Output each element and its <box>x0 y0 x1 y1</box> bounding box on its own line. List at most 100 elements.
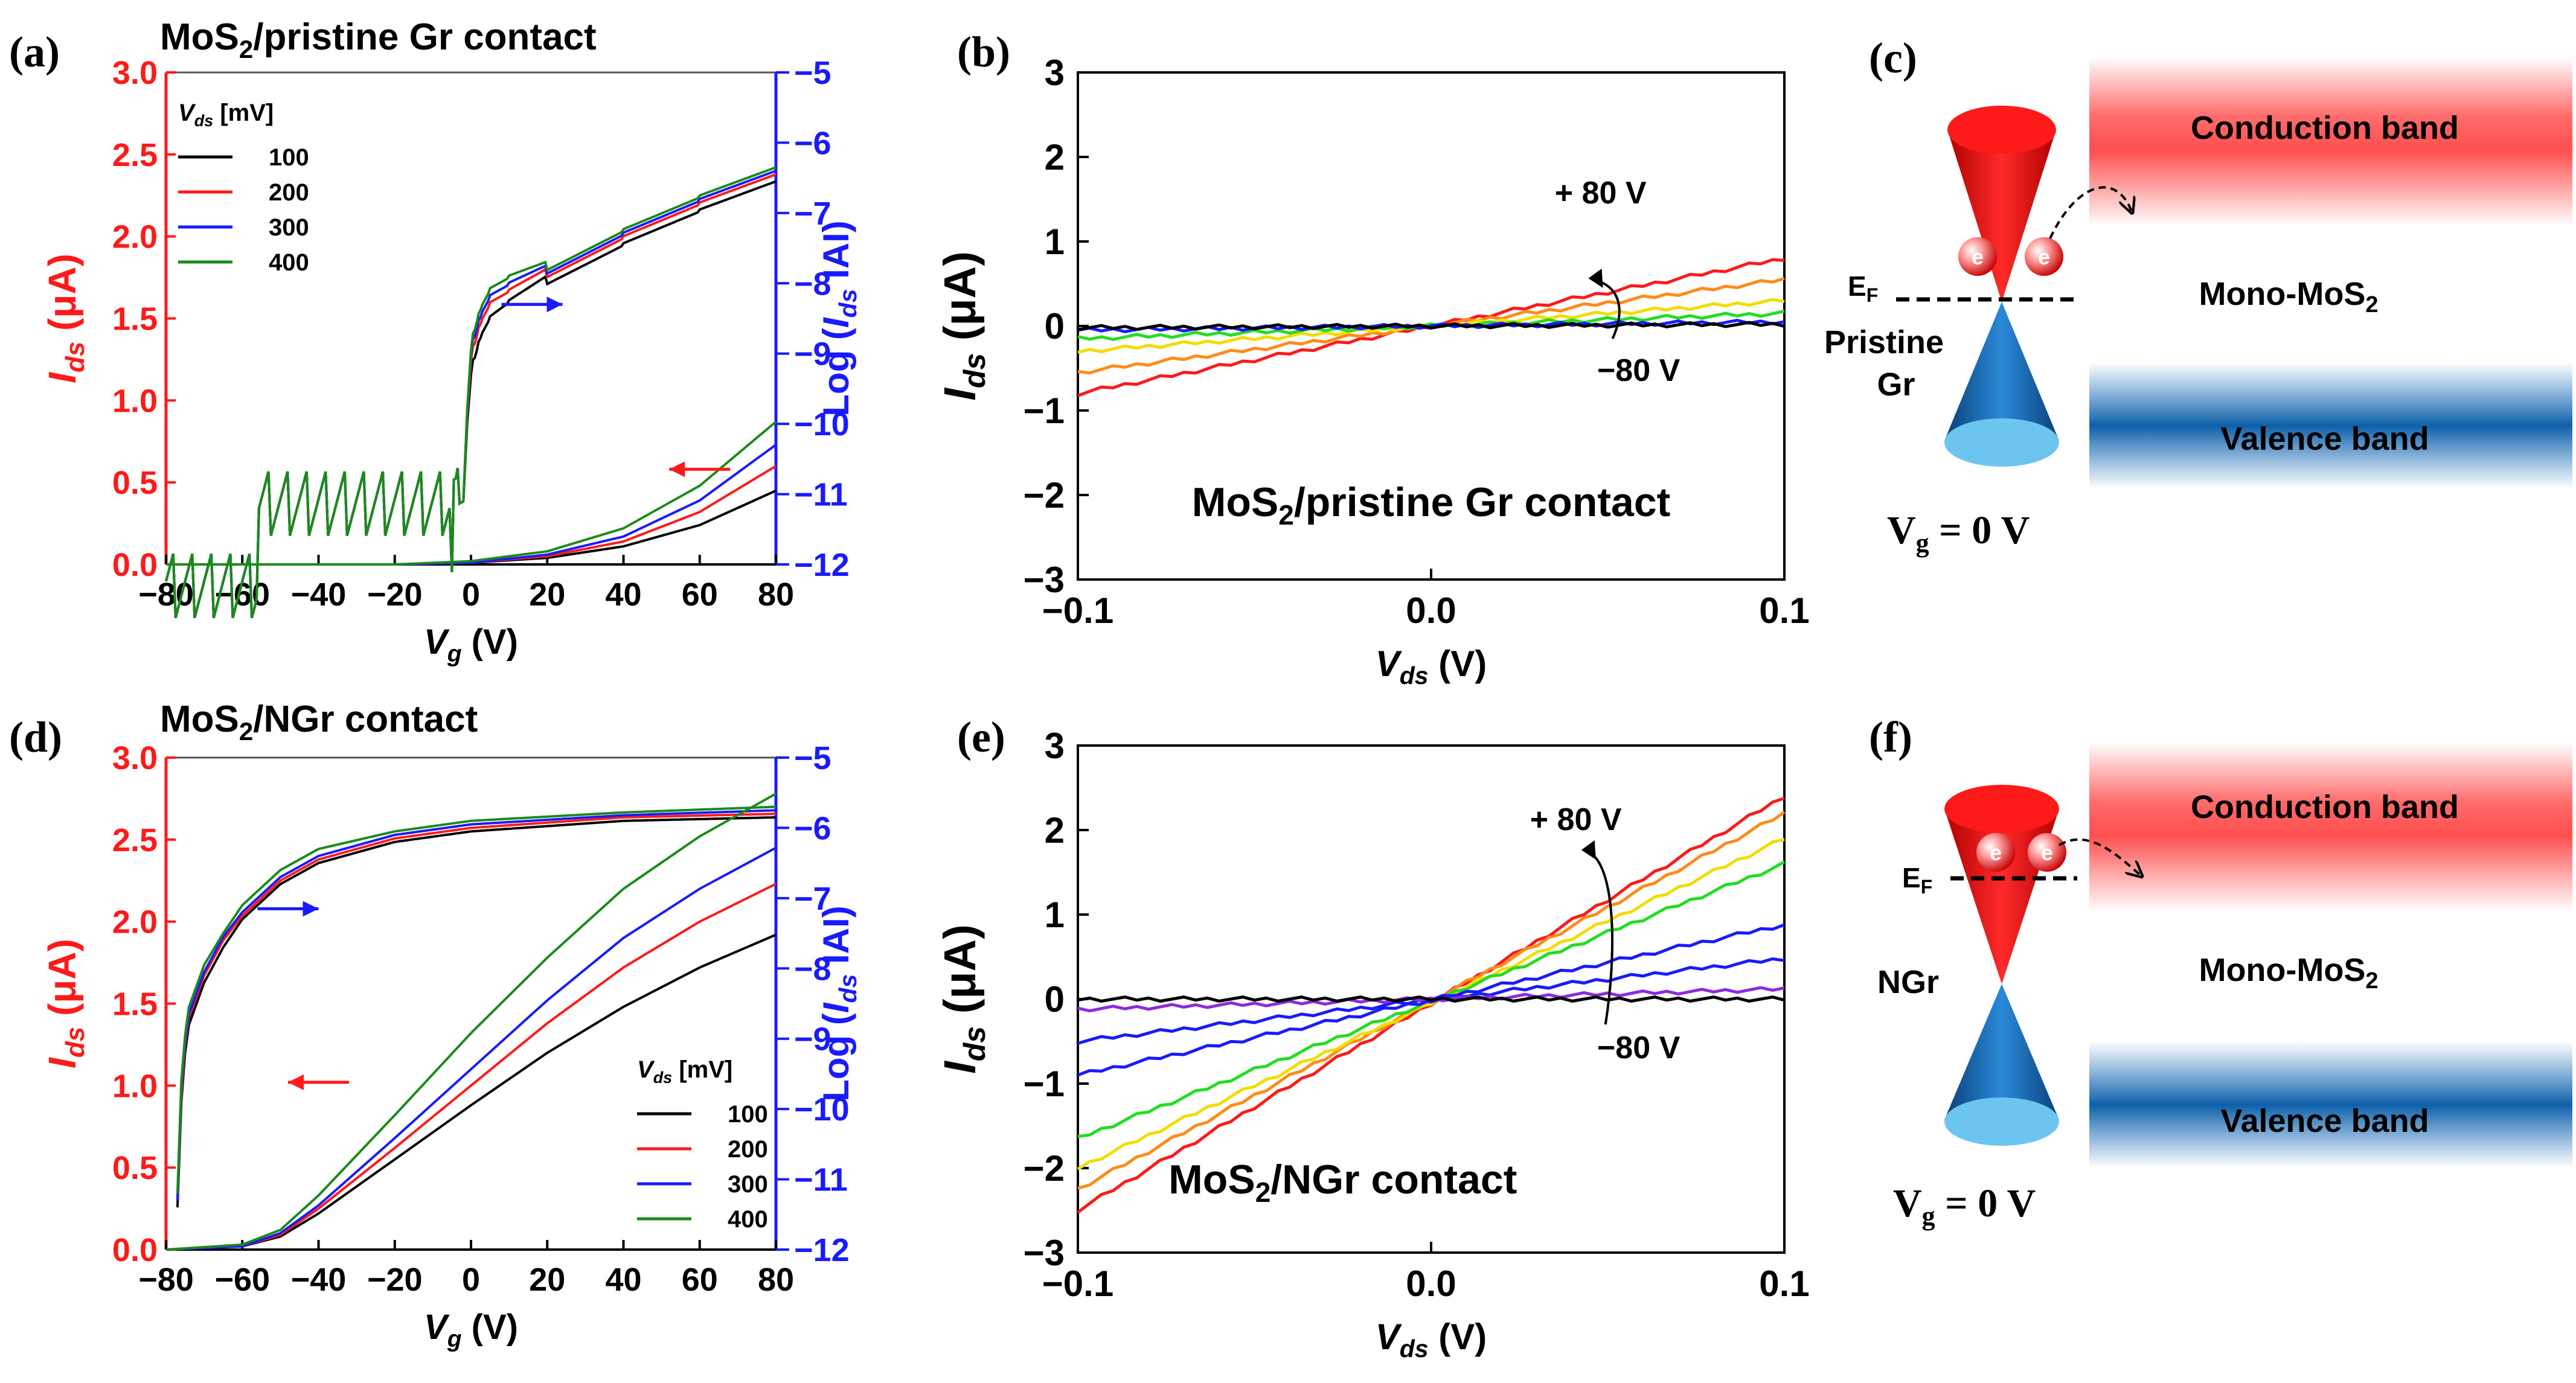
y-axis-label-b-rest: (μA) <box>935 251 985 353</box>
x-axis-label-a-sub: g <box>447 641 462 667</box>
y-tick-label-b: −3 <box>1024 560 1065 600</box>
y-left-tick-label-a: 0.5 <box>112 465 158 501</box>
valence-band-f <box>2089 1041 2572 1168</box>
x-axis-label-e: Vds (V) <box>1376 1317 1487 1362</box>
y-left-tick-label-a: 2.0 <box>112 219 158 255</box>
x-tick-label-e: 0.1 <box>1759 1263 1809 1304</box>
annotation-b-rest: /pristine Gr contact <box>1294 479 1670 525</box>
dirac-cone-upper-c <box>1947 116 2056 302</box>
y-tick-label-b: 1 <box>1045 222 1065 262</box>
y-tick-label-b: −2 <box>1024 475 1065 516</box>
y-left-tick-label-a: 1.0 <box>112 383 158 419</box>
x-tick-label-a: 60 <box>682 577 718 613</box>
dirac-cone-lower-f <box>1944 984 2059 1120</box>
x-axis-label-d-rest: (V) <box>462 1308 518 1347</box>
y-tick-label-b: −1 <box>1024 391 1065 431</box>
y-left-tick-label-a: 1.5 <box>112 301 158 337</box>
electron-f-2 <box>2028 833 2066 872</box>
electron-c-2-label: e <box>2038 244 2050 269</box>
series-e-−40 V <box>1077 957 1785 1045</box>
x-tick-label-b: −0.1 <box>1042 590 1113 631</box>
y-right-axis-label-d-pre: Log ( <box>816 1013 856 1102</box>
annotation-b-sub: 2 <box>1278 499 1294 531</box>
y-right-axis-label-a: Log (Ids IAI) <box>816 220 862 416</box>
gate-label-c-sub: g <box>1916 528 1929 558</box>
chart-title-d-main: MoS <box>160 698 239 740</box>
panel-label-a: (a) <box>9 28 60 76</box>
annotation-e-rest: /NGr contact <box>1270 1157 1517 1203</box>
y-tick-label-e: −2 <box>1024 1148 1065 1189</box>
y-axis-label-b-sub: ds <box>958 353 992 388</box>
y-left-axis-label-a-rest: (μA) <box>40 254 84 342</box>
y-left-tick-label-a: 3.0 <box>112 55 158 91</box>
band-diagram-f: Conduction band Valence band Mono-MoS2 e… <box>1877 743 2572 1231</box>
x-tick-label-d: −20 <box>367 1262 423 1298</box>
y-tick-label-e: −3 <box>1024 1233 1065 1273</box>
y-right-tick-label-d: −5 <box>794 740 831 776</box>
gate-label-f-main: V <box>1893 1181 1922 1225</box>
y-tick-label-b: 3 <box>1045 53 1065 93</box>
annotation-e-main: MoS <box>1168 1157 1255 1203</box>
x-tick-label-d: −40 <box>291 1262 347 1298</box>
gate-label-f-rest: = 0 V <box>1935 1181 2036 1225</box>
legend-title-d-rest: [mV] <box>672 1056 732 1083</box>
band-diagram-c: Conduction band Valence band Mono-MoS2 e… <box>1824 57 2572 558</box>
legend-title-d-main: V <box>637 1056 655 1083</box>
y-right-tick-label-a: −10 <box>794 406 850 442</box>
y-axis-label-e-main: I <box>935 1061 985 1074</box>
graphene-label-c-2: Gr <box>1877 366 1915 403</box>
gate-label-f-sub: g <box>1922 1201 1935 1231</box>
fermi-label-f-main: E <box>1902 862 1921 893</box>
dirac-cone-upper-cap-f <box>1944 785 2059 833</box>
legend-label-d-200: 200 <box>728 1136 768 1163</box>
y-left-axis-label-d-main: I <box>40 1057 84 1068</box>
panel-b: (b) −0.1 0.0 0.1 −3 −2 −1 0 1 2 3 Vds (V) Ids (μA) +… <box>935 28 1810 689</box>
valence-band-c <box>2089 362 2572 489</box>
legend-label-d-100: 100 <box>728 1101 768 1128</box>
y-left-tick-label-a: 0.0 <box>112 547 158 583</box>
panel-f: (f) Conduction band Valence band Mono-Mo… <box>1869 713 2572 1231</box>
x-tick-label-d: 20 <box>529 1262 565 1298</box>
annotation-e: MoS2/NGr contact <box>1168 1157 1517 1208</box>
material-label-c: Mono-MoS2 <box>2199 276 2378 318</box>
conduction-band-c <box>2089 57 2572 226</box>
series-linear-a-400 <box>166 421 777 566</box>
chart-title-a-main: MoS <box>160 16 239 58</box>
x-axis-label-b-sub: ds <box>1400 662 1429 689</box>
y-right-tick-label-a: −9 <box>794 336 831 372</box>
chart-title-a-sub: 2 <box>239 35 253 63</box>
y-tick-label-e: 2 <box>1045 810 1065 851</box>
plot-e: −0.1 0.0 0.1 −3 −2 −1 0 1 2 3 Vds (V) Ids (μA) + 80 … <box>935 726 1810 1362</box>
y-left-axis-label-a: Ids (μA) <box>40 254 90 383</box>
y-tick-label-b: 2 <box>1045 137 1065 177</box>
y-right-axis-label-a-pre: Log ( <box>816 328 856 417</box>
y-axis-label-b-main: I <box>935 388 985 401</box>
fermi-label-f: EF <box>1902 862 1932 898</box>
series-b-0 V <box>1077 310 1785 341</box>
legend-title-a-rest: [mV] <box>213 100 274 126</box>
plot-d: −80 −60 −40 −20 0 20 40 60 80 0.0 0.5 1.0 1.5 2.0 2.5 3… <box>40 740 862 1352</box>
dirac-cone-lower-cap-c <box>1944 418 2059 467</box>
y-right-axis-label-a-rest: IAI) <box>816 220 856 289</box>
legend-title-a: Vds [mV] <box>178 100 274 130</box>
series-linear-d-300 <box>165 846 777 1251</box>
x-tick-label-b: 0.0 <box>1406 590 1456 631</box>
series-linear-d-100 <box>165 933 777 1251</box>
graphene-label-c-1: Pristine <box>1824 324 1944 360</box>
legend-label-d-300: 300 <box>728 1171 768 1198</box>
y-right-tick-label-d: −8 <box>794 951 831 987</box>
y-left-tick-label-d: 2.5 <box>112 822 158 858</box>
y-right-tick-label-d: −6 <box>794 810 831 846</box>
x-axis-label-a-main: V <box>424 622 450 662</box>
y-tick-label-e: 1 <box>1045 895 1065 935</box>
x-tick-label-a: 80 <box>758 577 794 613</box>
series-log-a-400 <box>165 166 777 619</box>
y-left-axis-label-a-sub: ds <box>60 342 90 372</box>
gate-high-label-b: + 80 V <box>1555 176 1647 211</box>
y-axis-label-e-rest: (μA) <box>935 924 985 1026</box>
material-label-f-sub: 2 <box>2365 968 2378 994</box>
panel-label-c: (c) <box>1869 34 1917 82</box>
valence-band-label-f: Valence band <box>2220 1103 2429 1139</box>
legend-title-d: Vds [mV] <box>637 1056 732 1087</box>
legend-label-a-300: 300 <box>269 214 309 241</box>
